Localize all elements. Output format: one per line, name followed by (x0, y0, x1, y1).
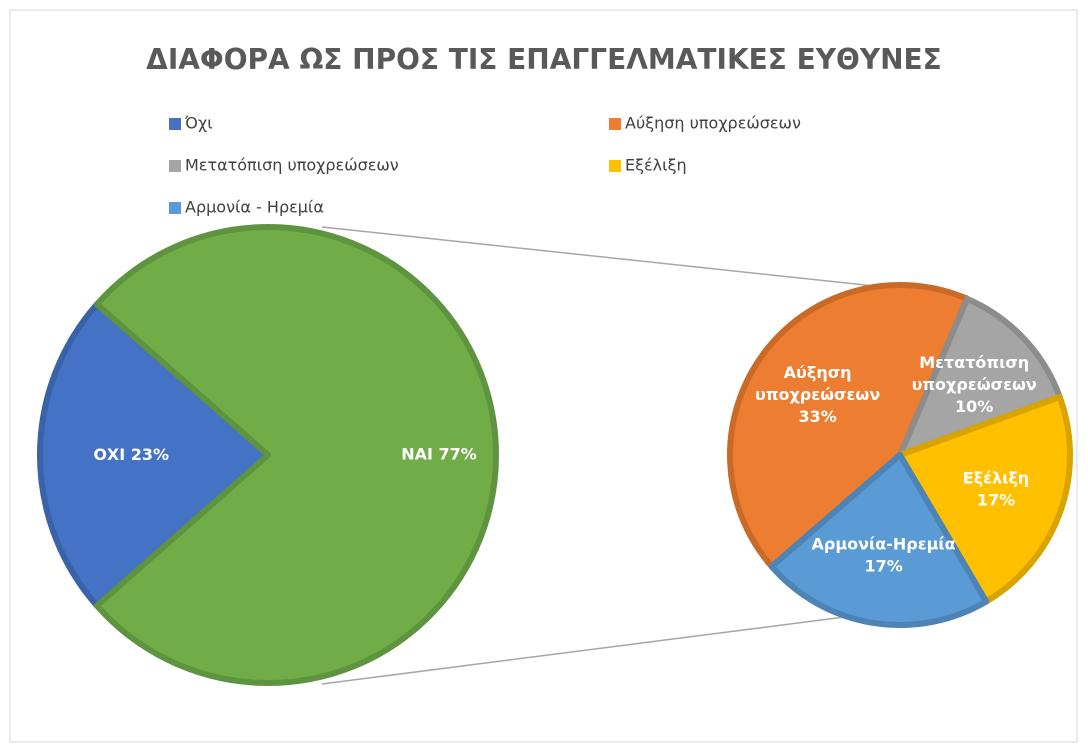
data-label: ΝΑΙ 77% (401, 445, 477, 464)
legend-label: Εξέλιξη (625, 156, 687, 175)
pie-slice (93, 224, 499, 686)
data-label-line: 10% (955, 396, 993, 415)
legend-swatch (609, 160, 621, 172)
data-label-line: Εξέλιξη (963, 468, 1030, 487)
data-label-line: Μετατόπιση (919, 352, 1029, 371)
data-label: Αρμονία-Ηρεμία 17% (812, 534, 956, 575)
pie-slice (897, 393, 1073, 605)
pie-slice (727, 282, 971, 570)
data-label: Εξέλιξη 17% (963, 468, 1030, 509)
legend-swatch (169, 202, 181, 214)
data-label-line: ΟΧΙ 23% (93, 445, 169, 464)
data-label: Μετατόπιση υποχρεώσεων 10% (912, 352, 1037, 415)
pie-slice (768, 452, 990, 628)
pie-slice (37, 301, 271, 609)
legend-swatch (609, 118, 621, 130)
data-label-line: 17% (977, 490, 1015, 509)
legend-label: Όχι (184, 114, 213, 133)
data-label-line: 17% (864, 556, 902, 575)
legend-label: Μετατόπιση υποχρεώσεων (185, 156, 399, 175)
data-label-line: 33% (798, 406, 836, 425)
data-label-line: Αρμονία-Ηρεμία (812, 534, 956, 553)
chart-title: ΔΙΑΦΟΡΑ ΩΣ ΠΡΟΣ ΤΙΣ ΕΠΑΓΓΕΛΜΑΤΙΚΕΣ ΕΥΘΥΝ… (146, 43, 942, 76)
legend-swatch (169, 160, 181, 172)
data-label-line: Αύξηση (784, 362, 852, 381)
data-label-line: υποχρεώσεων (912, 374, 1037, 393)
legend-label: Αρμονία - Ηρεμία (185, 198, 324, 217)
legend-swatch (169, 118, 181, 130)
connector (321, 226, 969, 297)
data-label: Αύξηση υποχρεώσεων 33% (755, 362, 880, 425)
pie-slice (897, 295, 1063, 458)
legend-label: Αύξηση υποχρεώσεων (625, 114, 801, 133)
data-label: ΟΧΙ 23% (93, 445, 169, 464)
data-label-line: υποχρεώσεων (755, 384, 880, 403)
